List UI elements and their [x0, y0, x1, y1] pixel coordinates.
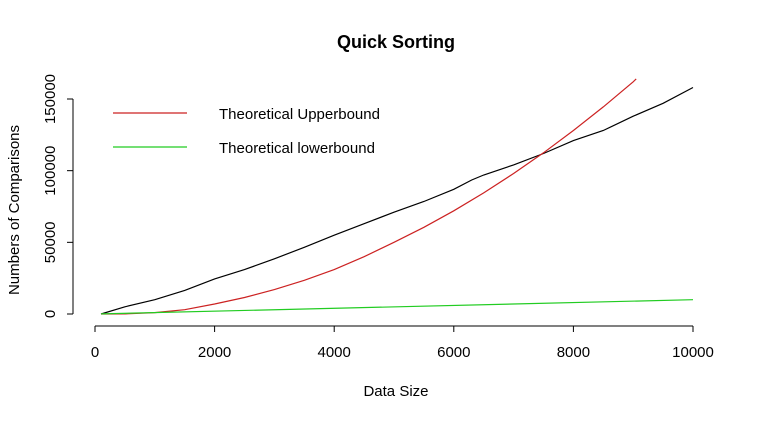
series-layer — [100, 78, 694, 315]
legend-label-lowerbound: Theoretical lowerbound — [219, 140, 375, 157]
y-tick-label: 0 — [42, 310, 59, 318]
y-tick-label: 100000 — [42, 146, 59, 196]
series-line-2 — [100, 299, 694, 315]
legend-label-upperbound: Theoretical Upperbound — [219, 106, 380, 123]
y-tick-label: 150000 — [42, 74, 59, 124]
plot-area — [100, 78, 694, 315]
x-tick-label: 0 — [91, 344, 99, 361]
x-tick-label: 4000 — [318, 344, 351, 361]
series-line-1 — [100, 78, 637, 315]
y-ticks: 0 50000 100000 150000 — [42, 74, 73, 318]
x-tick-label: 8000 — [557, 344, 590, 361]
x-tick-label: 10000 — [672, 344, 714, 361]
legend: Theoretical Upperbound Theoretical lower… — [113, 106, 380, 157]
chart-title: Quick Sorting — [337, 32, 455, 52]
y-tick-label: 50000 — [42, 221, 59, 263]
y-axis-label: Numbers of Comparisons — [6, 125, 23, 295]
x-tick-label: 2000 — [198, 344, 231, 361]
series-line-0 — [100, 86, 694, 315]
x-axis-label: Data Size — [363, 383, 428, 400]
x-ticks: 0 2000 4000 6000 8000 10000 — [91, 326, 714, 361]
x-tick-label: 6000 — [437, 344, 470, 361]
